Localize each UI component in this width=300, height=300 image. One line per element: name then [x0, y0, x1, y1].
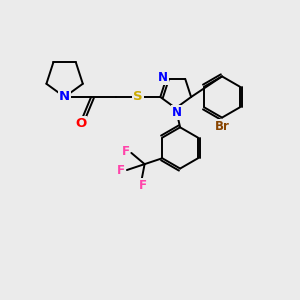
- Text: F: F: [116, 164, 124, 176]
- Text: S: S: [134, 91, 143, 103]
- Text: O: O: [75, 117, 86, 130]
- Text: F: F: [139, 179, 147, 192]
- Text: Br: Br: [214, 120, 230, 133]
- Text: N: N: [158, 71, 168, 84]
- Text: N: N: [59, 91, 70, 103]
- Text: N: N: [172, 106, 182, 119]
- Text: F: F: [122, 145, 130, 158]
